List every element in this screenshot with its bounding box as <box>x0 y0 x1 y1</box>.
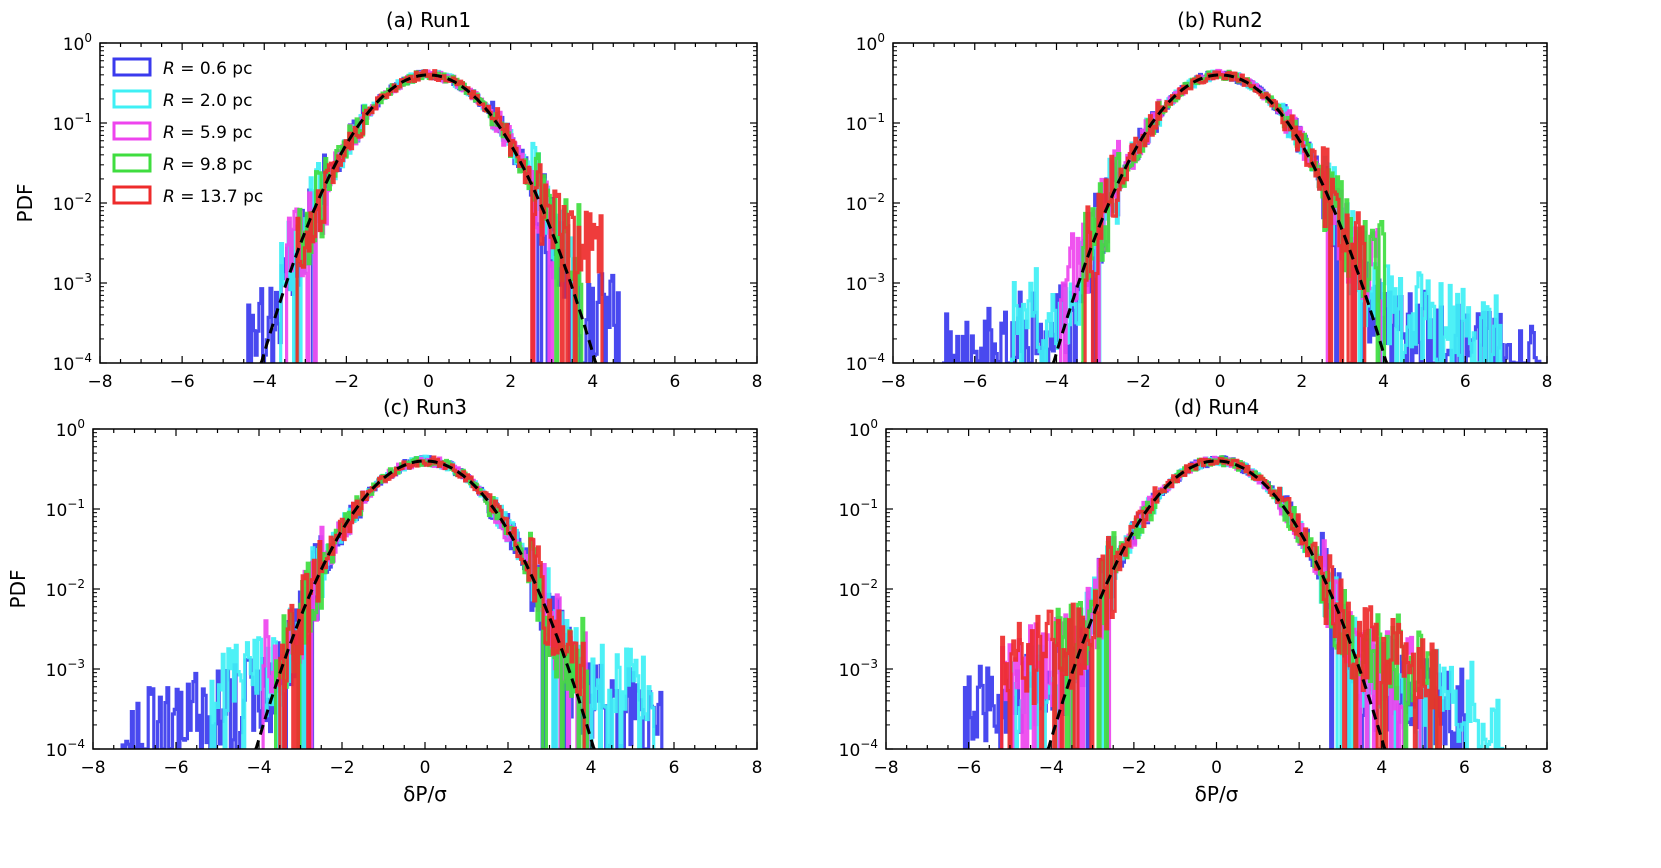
x-tick-label: 0 <box>1211 758 1222 778</box>
panel-title: (a) Run1 <box>386 8 471 32</box>
legend-swatch <box>112 89 152 109</box>
y-tick-label: 10−3 <box>846 271 885 295</box>
panel-run1: (a) Run1 PDF −8 −6 −4 −2 0 2 4 6 8 10−4 10−3 10−2 10… <box>13 8 762 392</box>
legend: R = 0.6 pc R = 2.0 pc R = 5.9 pc R = 9.8 pc… <box>112 57 263 207</box>
x-tick-label: 8 <box>752 372 763 392</box>
x-tick-label: −8 <box>80 758 105 778</box>
x-tick-label: −6 <box>163 758 188 778</box>
y-axis-label: PDF <box>6 570 30 609</box>
x-tick-label: 2 <box>505 372 516 392</box>
gaussian-reference-curve <box>1046 459 1387 749</box>
legend-swatch <box>112 153 152 173</box>
y-tick-label: 10−3 <box>53 271 92 295</box>
y-tick-label: 10−4 <box>46 737 85 761</box>
gaussian-reference-curve <box>259 73 598 363</box>
x-tick-label: −2 <box>334 372 359 392</box>
y-tick-label: 10−2 <box>846 191 885 215</box>
plot-area <box>962 455 1505 749</box>
y-tick-label: 100 <box>56 417 85 441</box>
panel-run4: (d) Run4 δP/σ −8 −6 −4 −2 0 2 4 6 8 10−4 10−3 10−2 1… <box>839 395 1553 806</box>
x-ticks <box>885 429 1548 749</box>
gaussian-reference-curve <box>254 459 596 749</box>
y-ticks <box>100 42 757 364</box>
panel-run2: (b) Run2 −8 −6 −4 −2 0 2 4 6 8 10−4 10−3 10−2 10−1 10… <box>846 8 1553 392</box>
x-tick-label: 0 <box>420 758 431 778</box>
x-ticks <box>99 43 758 363</box>
legend-swatch <box>112 185 152 205</box>
x-tick-label: 8 <box>1542 758 1553 778</box>
x-tick-label: 4 <box>587 372 598 392</box>
x-tick-label: 0 <box>423 372 434 392</box>
y-tick-label: 100 <box>856 31 885 55</box>
legend-label: R = 2.0 pc <box>163 91 252 111</box>
y-tick-label: 10−3 <box>839 657 878 681</box>
x-axis-label: δP/σ <box>403 782 447 806</box>
y-tick-label: 10−3 <box>46 657 85 681</box>
x-tick-label: −4 <box>1044 372 1069 392</box>
x-tick-label: 2 <box>1296 372 1307 392</box>
x-tick-label: −8 <box>87 372 112 392</box>
y-tick-label: 100 <box>63 31 92 55</box>
panel-title: (c) Run3 <box>383 395 467 419</box>
y-tick-label: 10−2 <box>46 577 85 601</box>
x-tick-label: −6 <box>962 372 987 392</box>
series-r-13-7-pc <box>1083 70 1367 363</box>
x-tick-label: 4 <box>1378 372 1389 392</box>
x-tick-label: −2 <box>329 758 354 778</box>
y-tick-label: 10−2 <box>839 577 878 601</box>
y-ticks <box>886 428 1547 750</box>
y-tick-label: 10−1 <box>839 497 878 521</box>
x-tick-label: 6 <box>1459 758 1470 778</box>
panel-run3: (c) Run3 PDF δP/σ −8 −6 −4 −2 0 2 4 6 8 10−4 10−3 1… <box>6 395 762 806</box>
y-tick-label: 10−4 <box>846 351 885 375</box>
x-tick-label: 6 <box>1460 372 1471 392</box>
x-tick-label: −8 <box>880 372 905 392</box>
x-tick-label: −6 <box>956 758 981 778</box>
x-tick-label: 6 <box>669 372 680 392</box>
x-tick-label: 4 <box>586 758 597 778</box>
x-tick-label: −4 <box>246 758 271 778</box>
x-tick-label: −4 <box>252 372 277 392</box>
y-tick-label: 10−1 <box>46 497 85 521</box>
y-axis-label: PDF <box>13 184 37 223</box>
legend-label: R = 9.8 pc <box>163 155 252 175</box>
y-tick-label: 10−1 <box>53 111 92 135</box>
y-ticks <box>893 42 1547 364</box>
x-tick-label: 2 <box>1294 758 1305 778</box>
legend-label: R = 0.6 pc <box>163 59 252 79</box>
x-tick-label: 6 <box>669 758 680 778</box>
x-tick-label: 4 <box>1376 758 1387 778</box>
legend-label: R = 5.9 pc <box>163 123 252 143</box>
panel-title: (d) Run4 <box>1174 395 1260 419</box>
series-r-13-7-pc <box>1000 457 1442 749</box>
x-ticks <box>892 43 1548 363</box>
x-ticks <box>92 429 758 749</box>
x-tick-label: 8 <box>1542 372 1553 392</box>
y-tick-label: 100 <box>849 417 878 441</box>
legend-label: R = 13.7 pc <box>163 187 263 207</box>
plot-area <box>942 68 1542 363</box>
x-tick-label: −8 <box>873 758 898 778</box>
gaussian-reference-curve <box>1051 73 1389 363</box>
x-tick-label: 8 <box>752 758 763 778</box>
plot-area <box>120 454 664 749</box>
legend-swatch <box>112 121 152 141</box>
x-tick-label: −6 <box>170 372 195 392</box>
plot-area <box>246 69 621 363</box>
x-tick-label: 0 <box>1215 372 1226 392</box>
x-axis-label: δP/σ <box>1195 782 1239 806</box>
legend-swatch <box>112 57 152 77</box>
y-tick-label: 10−4 <box>53 351 92 375</box>
y-tick-label: 10−4 <box>839 737 878 761</box>
x-tick-label: 2 <box>503 758 514 778</box>
panel-title: (b) Run2 <box>1177 8 1263 32</box>
x-tick-label: −2 <box>1121 758 1146 778</box>
x-tick-label: −2 <box>1126 372 1151 392</box>
y-tick-label: 10−2 <box>53 191 92 215</box>
x-tick-label: −4 <box>1039 758 1064 778</box>
y-ticks <box>93 428 757 750</box>
y-tick-label: 10−1 <box>846 111 885 135</box>
